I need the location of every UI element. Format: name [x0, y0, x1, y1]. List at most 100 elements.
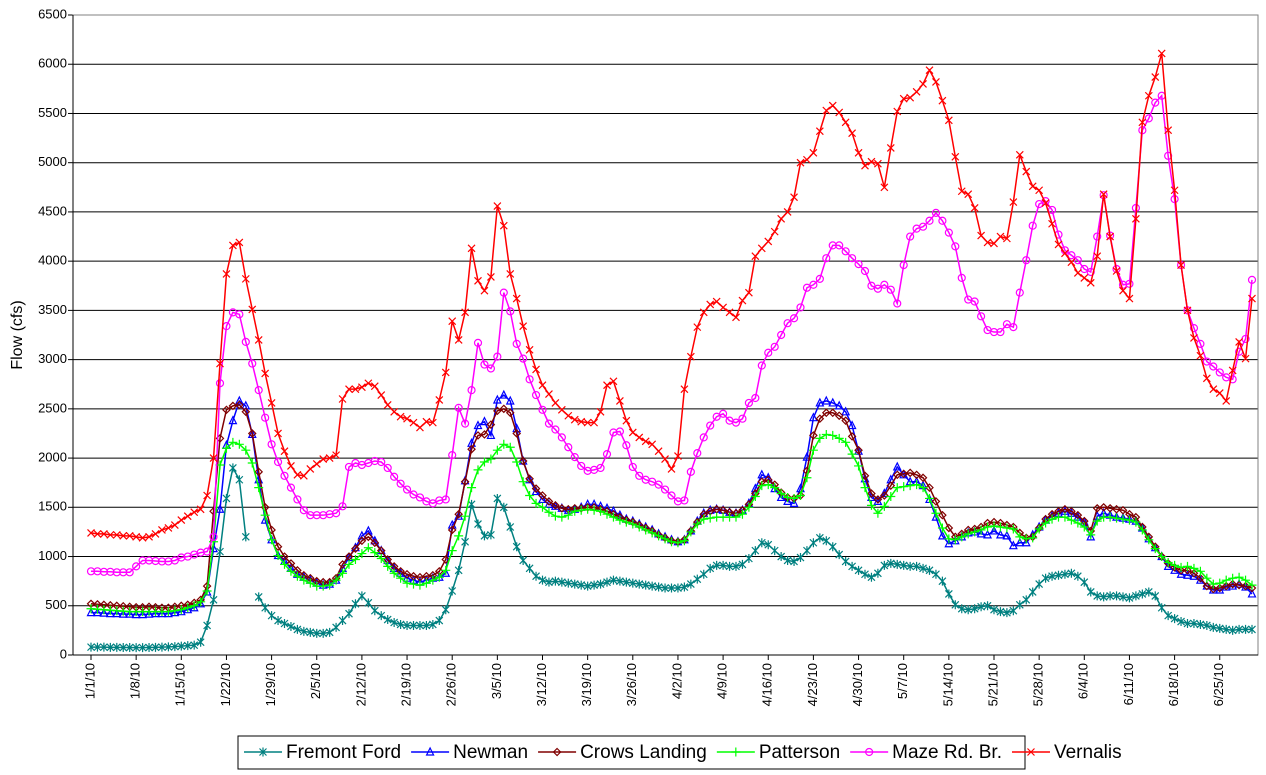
data-point	[570, 579, 579, 589]
data-point	[1112, 513, 1122, 523]
data-point	[905, 481, 915, 491]
data-point	[119, 643, 128, 653]
data-point	[880, 560, 889, 570]
data-point	[757, 538, 766, 548]
data-point	[1138, 589, 1147, 599]
x-tick-label: 5/21/10	[985, 663, 1000, 706]
data-point	[228, 415, 238, 425]
data-point	[589, 505, 599, 515]
data-point	[532, 365, 540, 374]
data-point	[796, 158, 805, 167]
data-point	[486, 420, 496, 429]
data-point	[783, 319, 792, 328]
plot-frame	[72, 14, 1259, 656]
y-tick-label: 0	[60, 646, 67, 661]
x-tick-label: 6/11/10	[1121, 663, 1136, 705]
data-point	[886, 558, 895, 568]
data-point	[757, 244, 766, 253]
data-point	[1221, 575, 1231, 585]
data-point	[467, 499, 476, 509]
x-tick-label: 2/19/10	[398, 663, 413, 706]
data-point	[396, 479, 405, 488]
data-point	[344, 559, 354, 569]
data-point	[770, 546, 779, 556]
data-point	[1015, 600, 1024, 610]
data-point	[170, 606, 180, 616]
data-point	[873, 495, 883, 504]
data-point	[196, 597, 206, 607]
data-point	[247, 458, 257, 468]
data-point	[964, 605, 973, 615]
data-point	[538, 405, 547, 414]
data-point	[1248, 624, 1256, 634]
data-point	[564, 578, 573, 588]
data-point	[344, 462, 354, 472]
data-point	[370, 382, 379, 391]
data-point	[1157, 49, 1166, 58]
data-point	[867, 489, 876, 498]
data-point	[461, 537, 470, 547]
data-point	[783, 492, 793, 502]
legend-marker	[552, 747, 562, 757]
data-point	[499, 389, 509, 399]
data-point	[299, 626, 308, 636]
data-point	[1099, 190, 1108, 199]
data-point	[654, 480, 663, 489]
data-point	[235, 310, 244, 319]
data-point	[783, 555, 792, 565]
data-point	[132, 532, 141, 541]
data-point	[776, 489, 786, 499]
y-tick-label: 4000	[38, 253, 67, 268]
data-point	[519, 354, 528, 363]
y-tick-label: 1000	[38, 548, 67, 563]
data-point	[1215, 623, 1224, 633]
data-point	[435, 396, 444, 404]
data-point	[480, 531, 489, 541]
data-point	[1054, 240, 1063, 249]
data-point	[312, 628, 321, 638]
data-point	[1247, 583, 1257, 593]
data-point	[1183, 561, 1192, 571]
data-point	[499, 439, 509, 449]
data-point	[641, 525, 651, 535]
data-point	[209, 532, 218, 541]
data-point	[331, 575, 341, 585]
data-point	[145, 643, 153, 653]
x-tick-label: 3/12/10	[534, 663, 549, 706]
data-point	[267, 611, 276, 621]
data-point	[1151, 591, 1160, 601]
data-point	[454, 565, 463, 575]
legend-label: Crows Landing	[580, 742, 707, 763]
data-point	[835, 241, 844, 250]
data-point	[931, 497, 941, 506]
data-point	[1202, 357, 1211, 366]
data-point	[660, 485, 670, 494]
data-point	[486, 454, 496, 464]
data-point	[222, 322, 231, 331]
data-point	[480, 430, 489, 439]
data-point	[686, 467, 695, 476]
data-point	[479, 416, 489, 426]
data-point	[254, 386, 263, 395]
data-point	[86, 607, 96, 617]
data-point	[474, 276, 482, 285]
data-point	[325, 627, 334, 637]
data-point	[731, 418, 741, 427]
data-point	[176, 606, 186, 616]
data-point	[686, 352, 695, 361]
data-point	[925, 216, 934, 225]
data-point	[764, 540, 773, 550]
data-point	[409, 579, 418, 589]
data-point	[531, 484, 541, 493]
data-point	[415, 580, 425, 590]
data-point	[203, 491, 212, 500]
data-point	[486, 430, 496, 440]
data-point	[977, 231, 986, 240]
data-point	[177, 516, 186, 525]
data-point	[647, 528, 657, 538]
data-point	[1195, 566, 1205, 576]
data-point	[803, 546, 811, 556]
data-point	[1151, 98, 1160, 107]
data-point	[866, 500, 876, 510]
